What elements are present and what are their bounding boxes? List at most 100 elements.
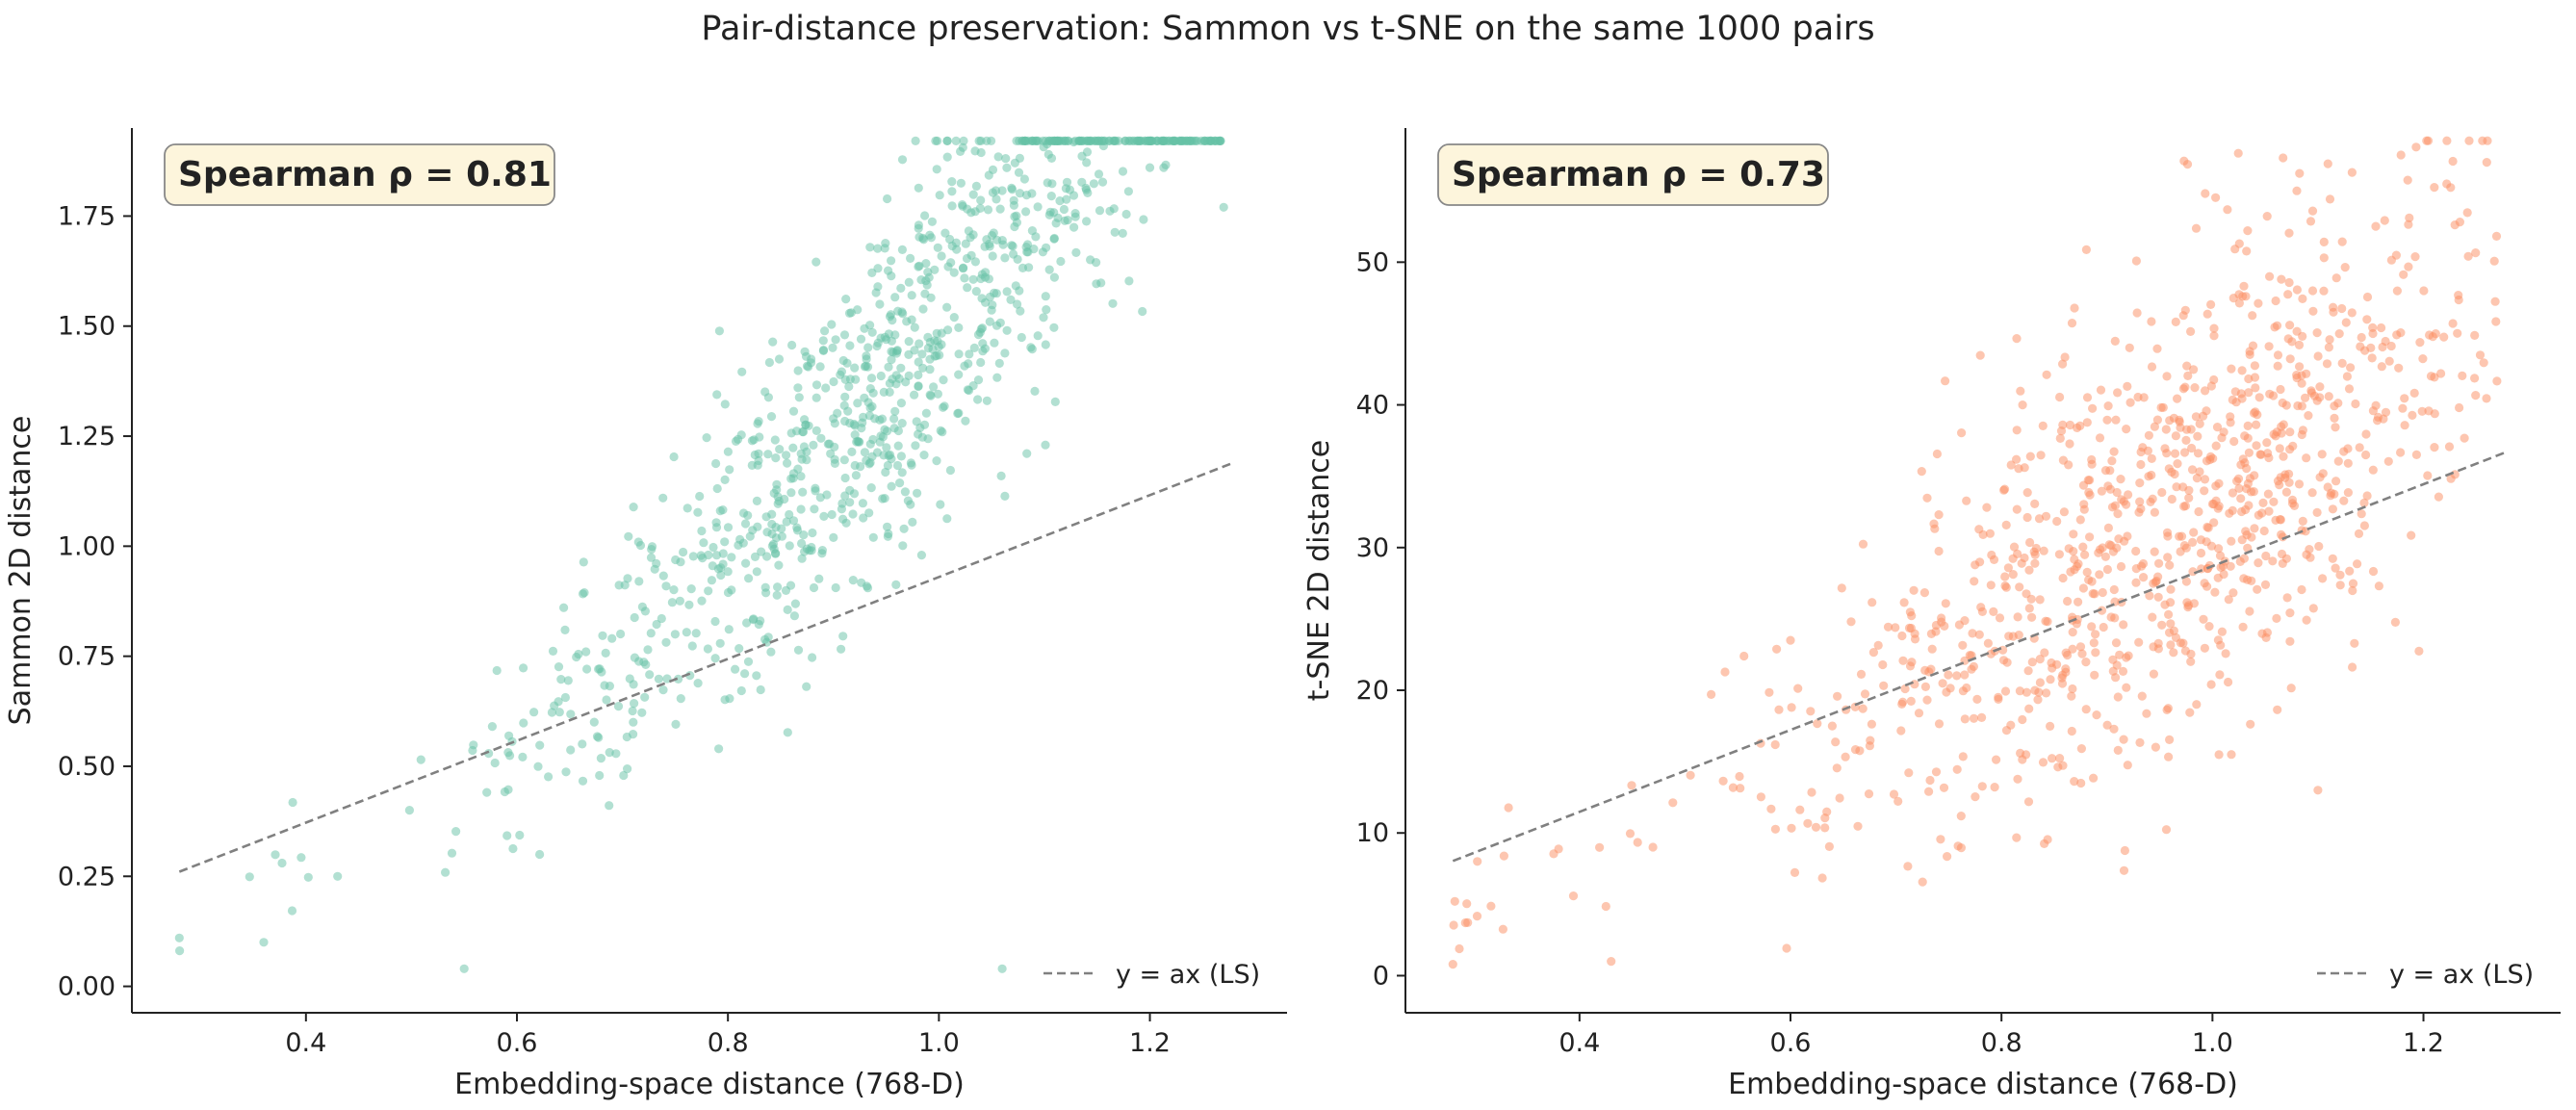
scatter-point: [1896, 726, 1906, 736]
scatter-point: [947, 177, 957, 187]
scatter-point: [2454, 291, 2463, 300]
scatter-point: [2102, 415, 2112, 425]
scatter-point: [2247, 576, 2256, 586]
scatter-point: [625, 674, 634, 684]
scatter-point: [942, 136, 952, 145]
scatter-point: [954, 349, 964, 359]
scatter-point: [2245, 607, 2254, 616]
scatter-point: [2183, 371, 2193, 380]
scatter-point: [919, 451, 929, 460]
scatter-point: [2195, 419, 2204, 428]
scatter-point: [2277, 529, 2286, 540]
scatter-point: [949, 313, 959, 323]
scatter-point: [2335, 570, 2345, 580]
scatter-point: [1904, 623, 1915, 633]
scatter-point: [646, 553, 657, 562]
scatter-point: [866, 483, 876, 493]
scatter-point: [988, 251, 997, 261]
scatter-point: [2169, 626, 2178, 635]
scatter-point: [1009, 195, 1018, 205]
scatter-point: [2211, 481, 2221, 491]
scatter-point: [797, 538, 807, 549]
scatter-point: [1720, 667, 1730, 677]
scatter-point: [2190, 383, 2200, 393]
scatter-point: [2209, 331, 2219, 341]
scatter-point: [876, 371, 886, 381]
scatter-point: [992, 289, 1001, 298]
scatter-point: [2359, 521, 2369, 530]
scatter-point: [2033, 695, 2043, 705]
scatter-point: [995, 204, 1005, 214]
scatter-point: [929, 382, 939, 392]
scatter-point: [1858, 704, 1868, 713]
scatter-point: [1097, 177, 1108, 187]
scatter-point: [975, 203, 985, 213]
scatter-point: [896, 363, 906, 373]
scatter-point: [714, 744, 724, 754]
figure-title: Pair-distance preservation: Sammon vs t-…: [701, 10, 1875, 48]
scatter-point: [925, 230, 935, 240]
scatter-point: [767, 519, 777, 529]
scatter-point: [2439, 332, 2449, 342]
scatter-point: [2396, 448, 2406, 457]
scatter-point: [868, 388, 878, 398]
scatter-point: [796, 504, 806, 514]
scatter-point: [2373, 416, 2383, 426]
scatter-point: [2411, 142, 2421, 152]
scatter-point: [1601, 901, 1610, 912]
scatter-point: [2275, 444, 2284, 453]
scatter-point: [1049, 234, 1059, 244]
scatter-point: [2279, 452, 2288, 461]
scatter-point: [1082, 217, 1092, 226]
scatter-point: [841, 518, 851, 528]
scatter-point: [2301, 393, 2310, 402]
scatter-point: [277, 858, 287, 868]
scatter-point: [2434, 492, 2443, 502]
scatter-point: [2342, 372, 2352, 381]
scatter-point: [2084, 487, 2094, 498]
scatter-point: [2145, 591, 2154, 601]
scatter-point: [2035, 595, 2045, 605]
scatter-point: [897, 468, 907, 478]
scatter-point: [2041, 616, 2050, 626]
scatter-point: [259, 938, 269, 947]
scatter-point: [2039, 546, 2048, 555]
scatter-point: [1904, 768, 1914, 778]
scatter-point: [731, 664, 740, 674]
scatter-point: [2453, 328, 2462, 338]
scatter-point: [787, 340, 797, 350]
scatter-point: [893, 426, 904, 436]
scatter-point: [1974, 525, 1984, 534]
scatter-point: [2404, 262, 2413, 271]
scatter-point: [2024, 704, 2034, 713]
scatter-point: [2446, 474, 2456, 483]
scatter-point: [1033, 202, 1043, 212]
scatter-point: [2407, 530, 2416, 540]
scatter-point: [2203, 523, 2213, 532]
scatter-point: [2302, 453, 2311, 463]
scatter-point: [2018, 714, 2027, 725]
scatter-point: [1837, 583, 1846, 593]
scatter-point: [2390, 617, 2400, 628]
scatter-point: [981, 297, 991, 307]
scatter-point: [883, 460, 893, 471]
scatter-point: [2206, 299, 2216, 309]
scatter-point: [841, 295, 851, 304]
scatter-point: [2154, 558, 2164, 568]
scatter-point: [2115, 650, 2125, 659]
fit-line: [178, 461, 1235, 873]
scatter-point: [611, 749, 621, 759]
scatter-point: [2046, 721, 2055, 732]
scatter-point: [2139, 393, 2149, 402]
scatter-point: [773, 582, 783, 592]
scatter-point: [2258, 498, 2268, 508]
scatter-point: [920, 289, 930, 298]
scatter-point: [850, 460, 860, 471]
scatter-point: [844, 381, 854, 392]
scatter-point: [1554, 844, 1563, 854]
scatter-point: [624, 531, 633, 541]
scatter-point: [1159, 163, 1169, 172]
scatter-point: [2243, 433, 2253, 443]
scatter-point: [2377, 362, 2386, 372]
spearman-label: Spearman ρ = 0.81: [178, 155, 552, 194]
